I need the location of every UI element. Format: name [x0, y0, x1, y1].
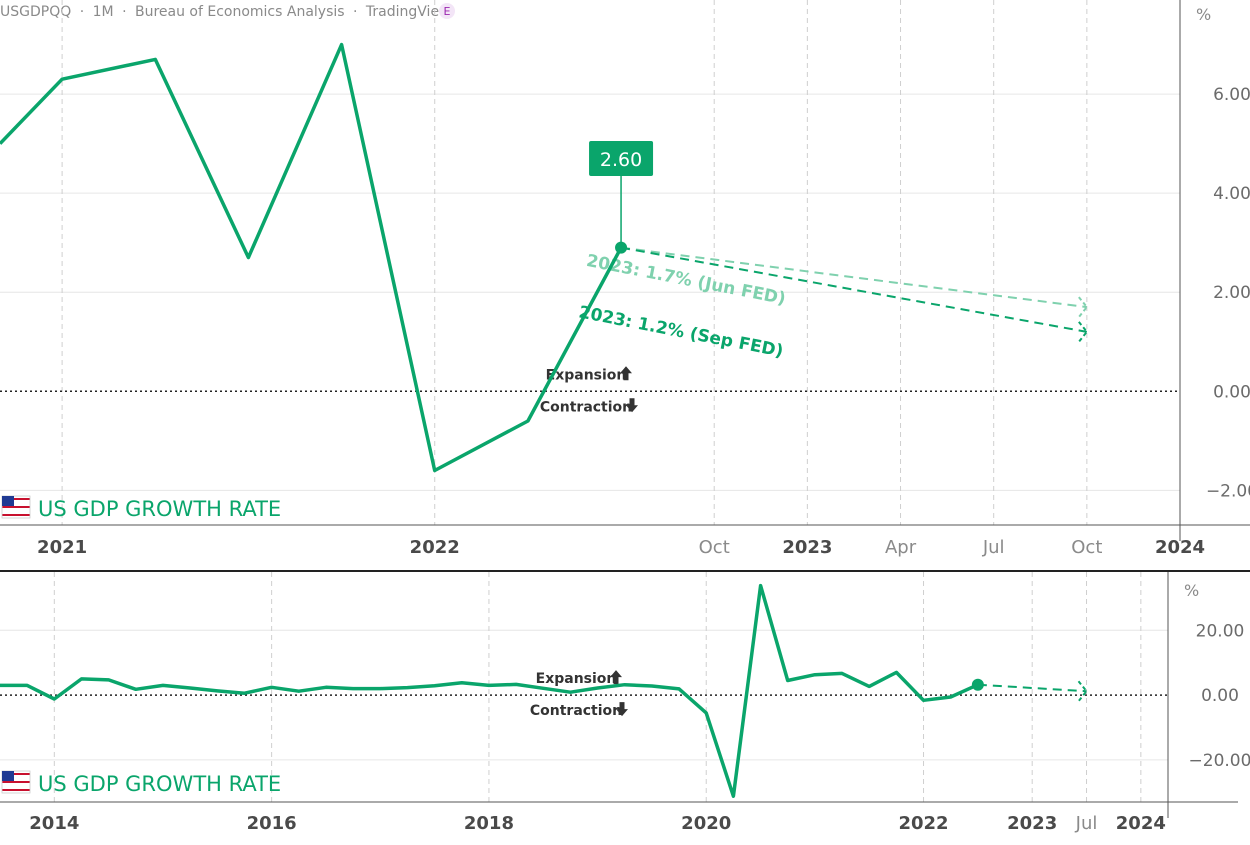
chart-title: US GDP GROWTH RATE	[38, 772, 281, 796]
header-separator: ·	[80, 4, 84, 20]
y-tick-label: 2.00	[1213, 283, 1250, 303]
x-tick-label: 2024	[1116, 813, 1166, 834]
x-tick-label: 2022	[898, 813, 948, 834]
flag-border	[1, 770, 31, 794]
expansion-label: Expansion	[546, 367, 627, 383]
expansion-label: Expansion	[536, 671, 617, 687]
projection-arrowhead-icon	[1077, 680, 1088, 702]
flag-stripe	[2, 781, 30, 783]
y-tick-label: 6.00	[1213, 85, 1250, 105]
y-tick-label: −20.00	[1189, 751, 1250, 771]
x-tick-label: Oct	[699, 537, 730, 558]
flag-stripe	[2, 502, 30, 504]
flag-stripe	[2, 506, 30, 508]
contraction-label: Contraction	[530, 703, 622, 719]
platform-text: TradingView	[365, 4, 451, 20]
projection-arrowhead-icon	[1078, 321, 1089, 343]
x-tick-label: 2018	[464, 813, 514, 834]
gdp-series-line	[0, 42, 623, 473]
header-separator: ·	[353, 4, 357, 20]
flag-stripe	[2, 514, 30, 516]
x-tick-label: 2014	[29, 813, 79, 834]
interval-text: 1M	[93, 4, 114, 20]
chart-title: US GDP GROWTH RATE	[38, 497, 281, 521]
y-tick-label: 20.00	[1196, 621, 1245, 641]
projection-line	[620, 246, 1087, 309]
contraction-label: Contraction	[540, 399, 632, 415]
us-flag-icon	[1, 770, 31, 794]
projection-line	[977, 683, 1087, 693]
y-tick-label: 0.00	[1213, 382, 1250, 402]
earnings-badge-icon[interactable]	[439, 3, 455, 19]
arrow-down-icon	[626, 398, 638, 413]
source-text: Bureau of Economics Analysis	[135, 4, 345, 20]
earnings-badge-label: E	[444, 5, 451, 18]
chart-header: USGDPQQ · 1M · Bureau of Economics Analy…	[0, 3, 455, 20]
arrow-up-icon	[610, 670, 622, 685]
arrow-up-icon	[620, 366, 632, 381]
symbol-text[interactable]: USGDPQQ	[0, 4, 71, 20]
x-tick-label: 2016	[247, 813, 297, 834]
x-tick-label: 2022	[410, 537, 460, 558]
last-value-badge	[589, 141, 654, 176]
x-tick-label: 2023	[1007, 813, 1057, 834]
x-tick-label: Oct	[1071, 537, 1102, 558]
header-separator: ·	[122, 4, 126, 20]
y-unit-label: %	[1196, 5, 1211, 24]
flag-stripe	[2, 777, 30, 779]
projection-label: 2023: 1.2% (Sep FED)	[577, 302, 785, 361]
flag-stripe	[2, 498, 30, 500]
y-tick-label: −2.00	[1206, 481, 1250, 501]
chart-panel-2: −20.00 0.00 20.00% 2014 2016 2018 2020 2022 2023…	[0, 570, 1250, 834]
last-point-marker	[971, 678, 984, 691]
flag-stripe	[2, 773, 30, 775]
us-flag-icon	[1, 495, 31, 519]
x-tick-label: Jul	[982, 537, 1005, 558]
gdp-series-line	[0, 583, 979, 798]
x-tick-label: Jul	[1075, 813, 1098, 834]
flag-canton	[2, 496, 14, 506]
chart-panel-1: −2.00 0.00 2.00 4.00 6.00% 2021 2022 Oct 2023 Apr…	[0, 0, 1250, 558]
flag-stripe	[2, 510, 30, 512]
x-tick-label: 2024	[1155, 537, 1205, 558]
y-tick-label: 4.00	[1213, 184, 1250, 204]
flag-border	[1, 495, 31, 519]
svg-text:USGDPQQ · 1M: USGDPQQ · 1M · Bureau of Economics Analy…	[0, 4, 451, 20]
y-tick-label: 0.00	[1201, 686, 1239, 706]
x-tick-label: Apr	[885, 537, 917, 558]
projection-arrowhead-icon	[1078, 296, 1089, 318]
flag-stripe	[2, 785, 30, 787]
flag-canton	[2, 771, 14, 781]
x-tick-label: 2023	[782, 537, 832, 558]
flag-stripe	[2, 789, 30, 791]
last-value-label: 2.60	[600, 149, 642, 171]
x-tick-label: 2020	[681, 813, 731, 834]
arrow-down-icon	[616, 702, 628, 717]
projection-line	[620, 246, 1088, 333]
x-tick-label: 2021	[37, 537, 87, 558]
y-unit-label: %	[1184, 581, 1199, 600]
